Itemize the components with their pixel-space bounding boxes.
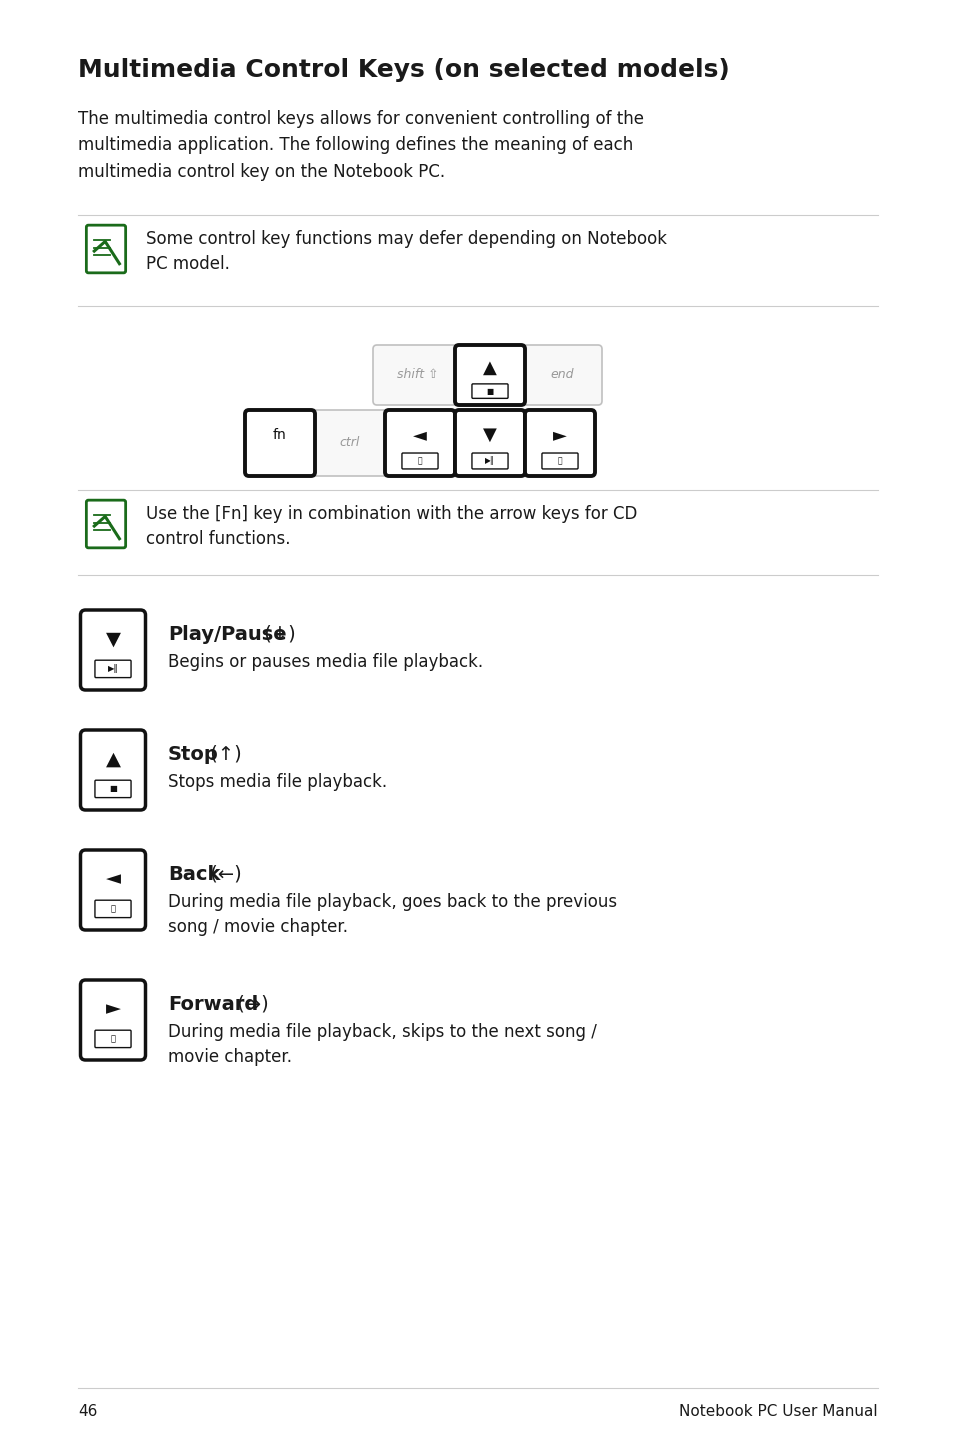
FancyBboxPatch shape [87,226,126,273]
FancyBboxPatch shape [524,410,595,476]
Text: During media file playback, skips to the next song /
movie chapter.: During media file playback, skips to the… [168,1022,597,1066]
FancyBboxPatch shape [95,900,131,917]
Text: ⏮: ⏮ [417,456,422,466]
FancyBboxPatch shape [95,781,131,798]
Text: (←): (←) [204,866,241,884]
Text: ▼: ▼ [106,630,120,649]
FancyBboxPatch shape [521,345,601,406]
FancyBboxPatch shape [373,345,462,406]
Text: Stop: Stop [168,745,218,764]
Text: ⏮: ⏮ [111,905,115,913]
FancyBboxPatch shape [95,660,131,677]
Text: The multimedia control keys allows for convenient controlling of the
multimedia : The multimedia control keys allows for c… [78,109,643,181]
FancyBboxPatch shape [385,410,455,476]
FancyBboxPatch shape [80,850,146,930]
FancyBboxPatch shape [87,500,126,548]
Text: ►: ► [553,426,566,444]
Text: ◄: ◄ [106,870,120,889]
Text: ⏭: ⏭ [558,456,561,466]
FancyBboxPatch shape [541,453,578,469]
Text: (↓): (↓) [257,626,295,644]
Text: ▼: ▼ [482,426,497,444]
FancyBboxPatch shape [80,981,146,1060]
FancyBboxPatch shape [455,410,524,476]
Text: Forward: Forward [168,995,258,1014]
Text: shift ⇧: shift ⇧ [396,368,438,381]
Text: Stops media file playback.: Stops media file playback. [168,774,387,791]
FancyBboxPatch shape [401,453,437,469]
Text: During media file playback, goes back to the previous
song / movie chapter.: During media file playback, goes back to… [168,893,617,936]
Text: fn: fn [273,429,287,441]
FancyBboxPatch shape [80,731,146,810]
Text: Multimedia Control Keys (on selected models): Multimedia Control Keys (on selected mod… [78,58,729,82]
Text: ctrl: ctrl [339,437,360,450]
Text: ⏭: ⏭ [111,1034,115,1044]
Text: ▶‖: ▶‖ [108,664,118,673]
Text: ◄: ◄ [413,426,427,444]
Text: Play/Pause: Play/Pause [168,626,286,644]
Text: 46: 46 [78,1403,97,1419]
Text: (→): (→) [231,995,269,1014]
FancyBboxPatch shape [472,384,508,398]
Text: Back: Back [168,866,220,884]
FancyBboxPatch shape [245,410,314,476]
Text: end: end [550,368,573,381]
Text: (↑): (↑) [204,745,241,764]
Text: Notebook PC User Manual: Notebook PC User Manual [679,1403,877,1419]
Text: ►: ► [106,999,120,1018]
FancyBboxPatch shape [455,345,524,406]
FancyBboxPatch shape [309,410,391,476]
Text: Use the [Fn] key in combination with the arrow keys for CD
control functions.: Use the [Fn] key in combination with the… [146,505,637,548]
FancyBboxPatch shape [95,1030,131,1048]
Text: ■: ■ [486,387,493,395]
Text: ▲: ▲ [482,358,497,377]
FancyBboxPatch shape [80,610,146,690]
Text: Begins or pauses media file playback.: Begins or pauses media file playback. [168,653,482,672]
Text: ▶‖: ▶‖ [485,456,495,466]
Text: ▲: ▲ [106,749,120,768]
Text: Some control key functions may defer depending on Notebook
PC model.: Some control key functions may defer dep… [146,230,666,273]
FancyBboxPatch shape [472,453,508,469]
Text: ■: ■ [109,784,117,794]
